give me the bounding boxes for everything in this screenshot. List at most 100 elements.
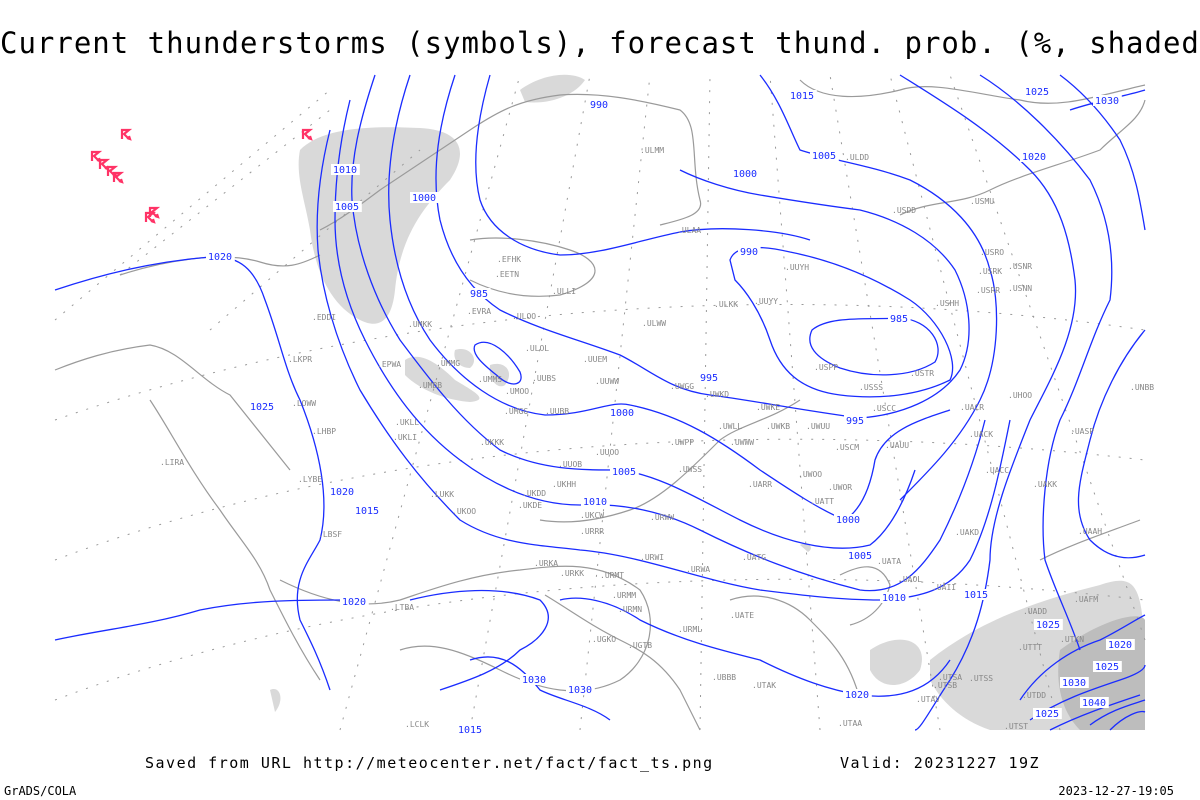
station-label: .USSS [859,383,883,392]
isobar-label-bg [1093,95,1122,106]
station-label: .ULWW [642,319,666,328]
isobar-label-bg [588,99,611,110]
station-label: .UGKO [592,635,616,644]
station-label: .UKLI [393,433,417,442]
station-label: .UADD [1023,607,1047,616]
station-label: .USRO [980,248,1004,257]
isobar-label-bg [353,505,382,516]
station-label: .UATE [730,611,754,620]
isobar-label: 985 [470,289,488,300]
isobar-label: 1025 [1035,709,1059,720]
isobar-label-bg [206,251,235,262]
isobar-label: 1030 [1062,678,1086,689]
isobar-label: 1000 [610,408,634,419]
station-label: .UAFM [1074,595,1098,604]
station-label: .UTAA [838,719,862,728]
coastlines [54,79,1146,731]
isobar-label: 1020 [330,487,354,498]
thunderstorm-symbol-icon [301,128,314,141]
isobar-label-bg [468,288,491,299]
station-label: .UWOR [828,483,852,492]
isobar-label-bg [333,201,362,212]
isobar-label: 1015 [355,506,379,517]
station-label: .UWUU [806,422,830,431]
isobar-label: 990 [740,247,758,258]
thunderstorm-symbol-icon [90,150,103,163]
station-label: .EETN [495,270,519,279]
station-label: .UAUU [885,441,909,450]
station-label: .UTST [1004,722,1028,731]
station-label: .USRR [976,286,1000,295]
station-label: .LIRA [160,458,184,467]
thunderstorm-symbol-icon [148,206,161,219]
isobar-label-bg [410,192,439,203]
station-labels: .EFHK .EETN .ULLI .EVRA .ULOO .ULWW .ULOL .UUEM… [160,146,1154,731]
station-label: .URWI [640,553,664,562]
isobar-label: 1015 [964,590,988,601]
station-label: .URKA [534,559,558,568]
isobar-label-bg [581,496,610,507]
isobar-label-bg [880,592,909,603]
station-label: .EPWA [377,360,401,369]
station-label: .URMN [618,605,642,614]
station-label: .UAKK [1033,480,1057,489]
station-label: .UUOO [595,448,619,457]
isobar-label-bg [738,246,761,257]
isobar-label-bg [1023,86,1052,97]
station-label: .UKDE [518,501,542,510]
station-label: .EFHK [497,255,521,264]
station-label: .URWA [686,565,710,574]
station-label: .UWWW [730,438,754,447]
isobar-label: 995 [700,373,718,384]
station-label: .URRR [580,527,604,536]
station-label: .URMM [612,591,636,600]
software-credit: GrADS/COLA [4,784,77,798]
isobar-label-bg [846,550,875,561]
station-label: .UNBB [1130,383,1154,392]
isobar-label: 1005 [335,202,359,213]
station-label: .UTAV [916,695,940,704]
station-label: .UKKK [480,438,504,447]
station-label: .UWKD [705,390,729,399]
isobar-label-bg [328,486,357,497]
station-label: .UAOL [898,575,922,584]
isobar-label-bg [962,589,991,600]
station-label: .LTBA [390,603,414,612]
isobar-label: 995 [846,416,864,427]
isobar-label: 1005 [848,551,872,562]
valid-time: Valid: 20231227 19Z [840,754,1041,772]
station-label: .USCM [835,443,859,452]
station-label: .ULLI [552,287,576,296]
station-label: .UUOB [558,460,582,469]
station-label: .URKK [560,569,584,578]
station-label: .UKDD [522,489,546,498]
isobar-label-bg [834,514,863,525]
station-label: .UATG [742,553,766,562]
station-label: .UARR [748,480,772,489]
isobar-label: 1040 [1082,698,1106,709]
isobars [54,74,1146,731]
station-label: .UKHH [552,480,576,489]
station-label: .UMBB [418,381,442,390]
station-label: .UMMS [478,375,502,384]
isobar-labels: 1020 1010 1005 1000 985 990 995 985 990 1000 1005 1… [206,86,1135,736]
isobar-label-bg [340,596,369,607]
station-label: .LBSF [318,530,342,539]
station-label: .UTSS [969,674,993,683]
station-label: .UWSS [678,465,702,474]
station-label: .UUYH [785,263,809,272]
graticule [54,74,1146,731]
station-label: .UUWW [595,377,619,386]
isobar-label: 1010 [333,165,357,176]
station-label: .UACC [985,466,1009,475]
station-label: .LHBP [312,427,336,436]
isobar-label: 1020 [1022,152,1046,163]
source-url-text: Saved from URL http://meteocenter.net/fa… [145,754,714,772]
station-label: .UWOO [798,470,822,479]
station-label: .USNR [1008,262,1032,271]
isobar-label: 1025 [1095,662,1119,673]
isobar-label: 1020 [1108,640,1132,651]
isobar-label: 1000 [733,169,757,180]
station-label: .UMKK [408,320,432,329]
